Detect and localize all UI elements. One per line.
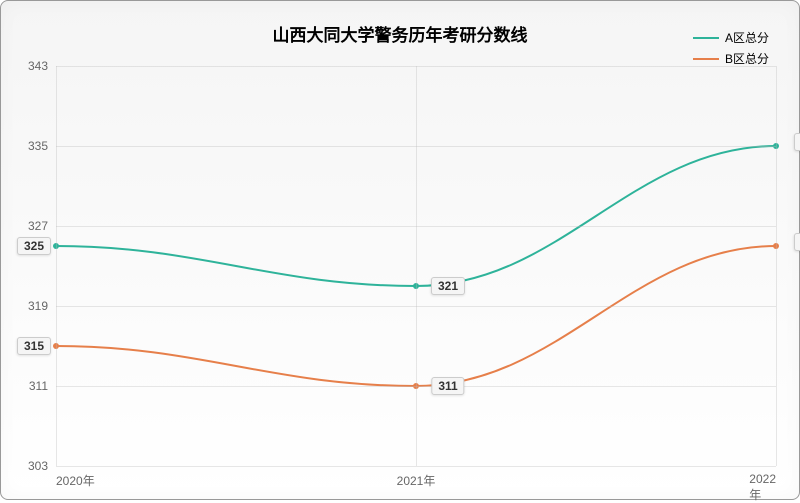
data-value-label: 315 xyxy=(17,337,51,355)
legend-item-a: A区总分 xyxy=(693,29,769,46)
x-tick-label: 2021年 xyxy=(397,472,436,489)
legend-label-b: B区总分 xyxy=(725,50,769,67)
data-value-label: 335 xyxy=(794,133,800,151)
gridline-v xyxy=(776,66,777,466)
data-value-label: 311 xyxy=(431,377,464,395)
data-value-label: 325 xyxy=(17,237,51,255)
y-tick-label: 311 xyxy=(18,379,48,393)
y-tick-label: 343 xyxy=(18,59,48,73)
y-tick-label: 319 xyxy=(18,299,48,313)
chart-container: 山西大同大学警务历年考研分数线 A区总分 B区总分 30331131932733… xyxy=(0,0,800,500)
x-tick-label: 2022年 xyxy=(749,472,776,503)
legend-label-a: A区总分 xyxy=(725,29,769,46)
plot-area: 3033113193273353432020年2021年2022年3253213… xyxy=(56,66,776,466)
data-value-label: 325 xyxy=(794,233,800,251)
legend-swatch-a xyxy=(693,37,719,39)
legend: A区总分 B区总分 xyxy=(693,29,769,71)
gridline-v xyxy=(56,66,57,466)
legend-item-b: B区总分 xyxy=(693,50,769,67)
y-tick-label: 335 xyxy=(18,139,48,153)
legend-swatch-b xyxy=(693,58,719,60)
chart-title: 山西大同大学警务历年考研分数线 xyxy=(1,21,799,46)
y-tick-label: 303 xyxy=(18,459,48,473)
gridline-h xyxy=(56,466,776,467)
data-value-label: 321 xyxy=(431,277,465,295)
gridline-v xyxy=(416,66,417,466)
y-tick-label: 327 xyxy=(18,219,48,233)
x-tick-label: 2020年 xyxy=(56,472,95,489)
